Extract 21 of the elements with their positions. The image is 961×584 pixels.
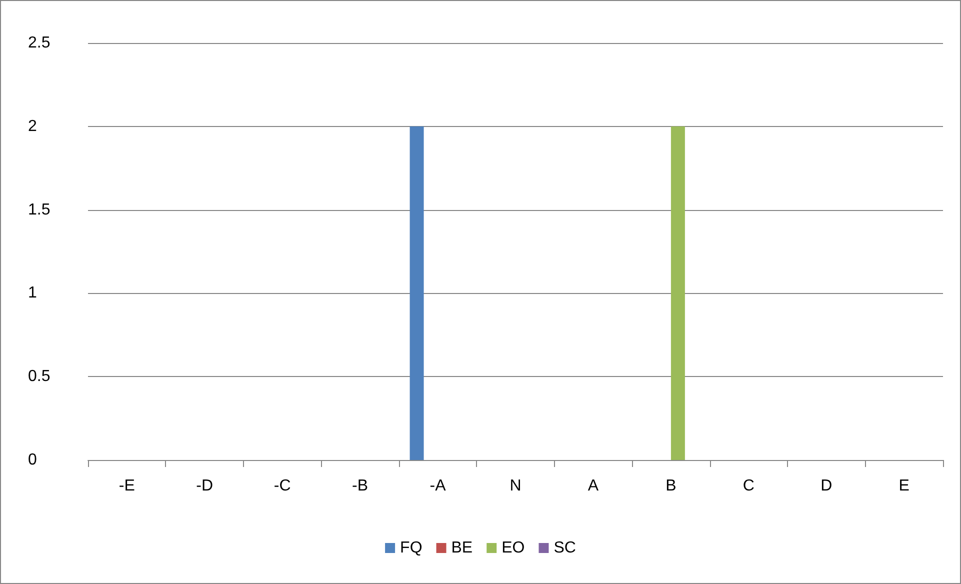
y-tick-label: 1 <box>28 284 37 302</box>
x-tick-label: -E <box>118 478 135 494</box>
x-tick-label: -A <box>430 478 446 494</box>
x-tick-label: D <box>820 478 832 494</box>
x-tick-label: -B <box>352 478 368 494</box>
y-tick-label: 1.5 <box>28 201 50 218</box>
legend-label: FQ <box>400 540 422 556</box>
y-tick-label: 0.5 <box>28 368 50 386</box>
y-tick-label: 2.5 <box>28 34 50 52</box>
x-tick-label: C <box>742 478 754 494</box>
x-tick-label: E <box>898 478 910 494</box>
legend-label: SC <box>554 540 576 556</box>
x-tick-label: -D <box>196 478 214 494</box>
legend-label: BE <box>451 540 473 556</box>
x-tick-label: B <box>666 478 676 494</box>
x-tick-label: A <box>588 478 599 494</box>
y-tick-label: 2 <box>28 118 37 135</box>
legend-label: EO <box>502 540 525 556</box>
y-tick-label: 0 <box>28 452 37 468</box>
x-tick-label: N <box>510 478 522 494</box>
x-tick-label: -C <box>274 478 291 494</box>
